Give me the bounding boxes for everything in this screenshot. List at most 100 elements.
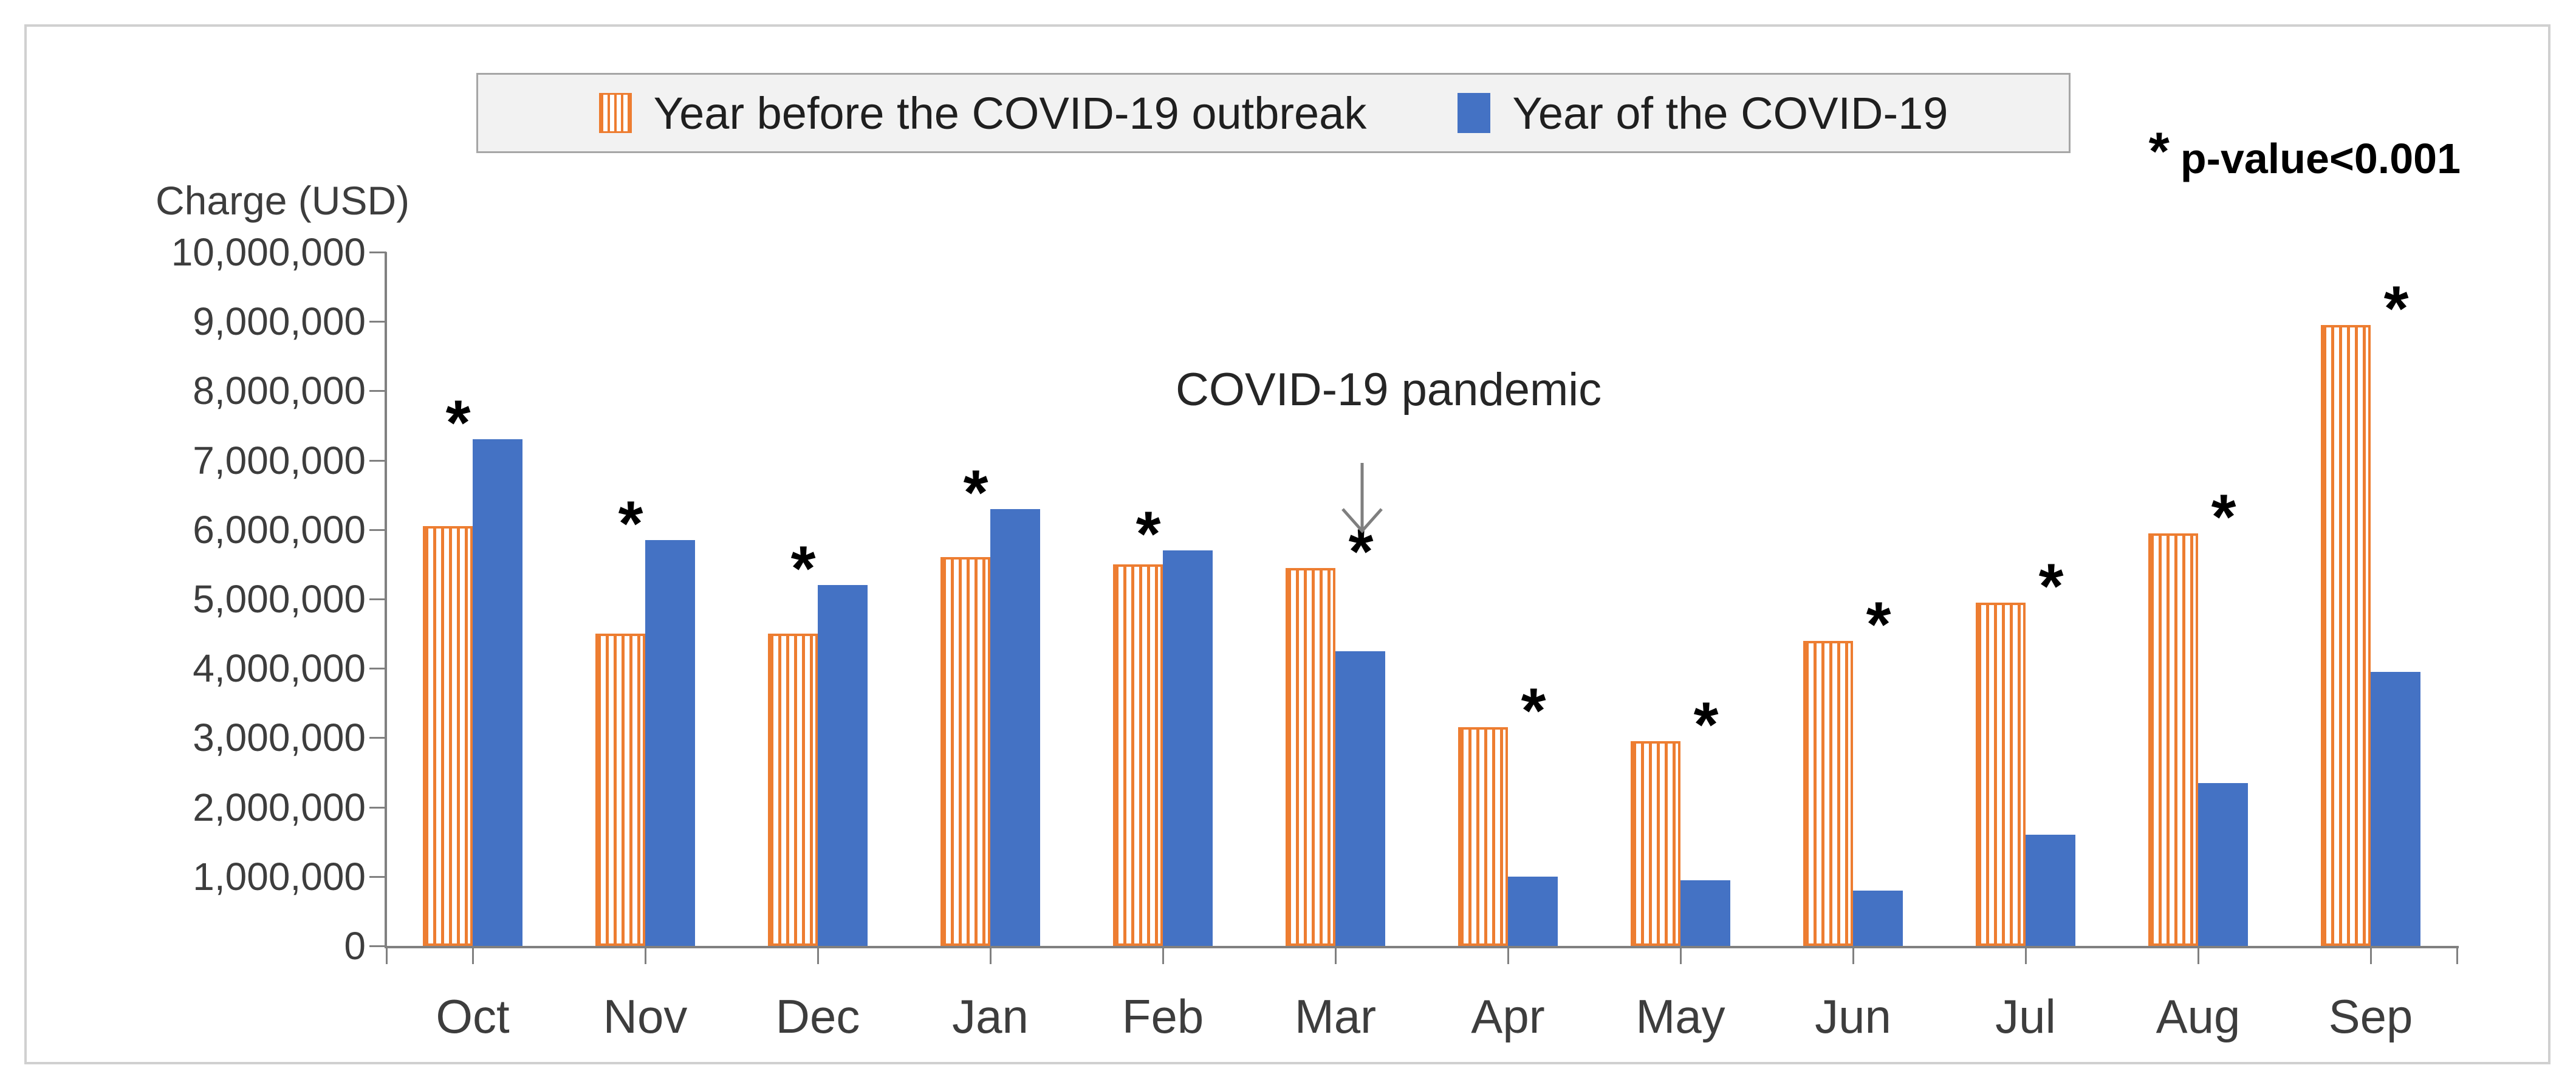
significance-asterisk-dec: *	[790, 533, 816, 604]
y-axis-line	[385, 252, 387, 948]
bar-year-of-covid-jul	[2026, 835, 2075, 946]
bar-year-before-mar	[1286, 568, 1335, 946]
bar-year-before-may	[1631, 741, 1680, 946]
y-tick-7000000	[369, 459, 386, 462]
legend-label-year-before: Year before the COVID-19 outbreak	[653, 87, 1367, 139]
legend-label-year-of-covid: Year of the COVID-19	[1512, 87, 1948, 139]
y-tick-label-1000000: 1,000,000	[193, 854, 366, 898]
significance-asterisk-may: *	[1693, 689, 1719, 761]
x-tick-aug	[2197, 948, 2199, 964]
y-tick-1000000	[369, 875, 386, 878]
bar-year-of-covid-dec	[818, 585, 868, 946]
x-label-may: May	[1636, 990, 1725, 1043]
y-tick-label-5000000: 5,000,000	[193, 577, 366, 621]
bar-year-before-sep	[2321, 325, 2371, 946]
significance-asterisk-apr: *	[1521, 675, 1546, 747]
bar-year-of-covid-apr	[1508, 877, 1558, 946]
solid-blue-swatch-icon	[1458, 93, 1491, 133]
x-tick-sep	[2370, 948, 2372, 964]
x-tick-jan	[990, 948, 992, 964]
x-tick-may	[1680, 948, 1682, 964]
x-label-mar: Mar	[1294, 990, 1377, 1043]
y-tick-4000000	[369, 668, 386, 670]
x-tick-oct	[472, 948, 474, 964]
bar-year-of-covid-sep	[2371, 672, 2420, 946]
legend-item-year-of-covid: Year of the COVID-19	[1458, 87, 1948, 139]
significance-asterisk-sep: *	[2383, 273, 2409, 344]
y-tick-label-7000000: 7,000,000	[193, 438, 366, 482]
bar-year-of-covid-nov	[645, 540, 695, 946]
x-label-jan: Jan	[952, 990, 1029, 1043]
y-tick-label-8000000: 8,000,000	[193, 369, 366, 413]
bar-year-before-jun	[1803, 641, 1853, 946]
y-tick-2000000	[369, 806, 386, 809]
x-label-aug: Aug	[2156, 990, 2241, 1043]
y-tick-label-3000000: 3,000,000	[193, 716, 366, 760]
x-label-apr: Apr	[1471, 990, 1545, 1043]
x-label-jul: Jul	[1995, 990, 2056, 1043]
bar-year-of-covid-feb	[1163, 550, 1213, 946]
y-tick-label-2000000: 2,000,000	[193, 785, 366, 829]
x-axis-line	[385, 946, 2459, 948]
p-value-note: * p-value<0.001	[2149, 120, 2461, 183]
x-tick-dec	[817, 948, 819, 964]
bar-year-before-nov	[595, 634, 645, 946]
y-tick-9000000	[369, 321, 386, 323]
x-tick-nov	[645, 948, 646, 964]
x-tick-feb	[1162, 948, 1164, 964]
bar-year-of-covid-jun	[1853, 891, 1903, 946]
x-label-jun: Jun	[1815, 990, 1891, 1043]
significance-asterisk-aug: *	[2211, 481, 2236, 553]
x-tick-jul	[2025, 948, 2027, 964]
y-tick-label-0: 0	[344, 924, 366, 968]
bar-year-before-jul	[1976, 603, 2026, 946]
y-tick-3000000	[369, 737, 386, 739]
significance-asterisk-nov: *	[618, 488, 643, 560]
x-label-feb: Feb	[1122, 990, 1204, 1043]
y-tick-label-10000000: 10,000,000	[171, 230, 366, 274]
bar-year-before-oct	[423, 526, 473, 946]
bar-year-of-covid-oct	[473, 439, 522, 946]
striped-orange-swatch-icon	[598, 93, 632, 133]
y-tick-label-4000000: 4,000,000	[193, 646, 366, 691]
y-tick-0	[369, 945, 386, 947]
significance-asterisk-jan: *	[963, 457, 988, 529]
p-value-asterisk: *	[2148, 121, 2170, 181]
arrow-down-icon	[1341, 463, 1383, 533]
bar-year-of-covid-may	[1680, 880, 1730, 946]
bar-year-before-aug	[2148, 533, 2198, 946]
y-tick-10000000	[369, 252, 386, 253]
y-axis-title: Charge (USD)	[156, 178, 410, 223]
bar-year-of-covid-mar	[1335, 651, 1385, 946]
chart-legend: Year before the COVID-19 outbreak Year o…	[476, 73, 2071, 153]
x-label-sep: Sep	[2328, 990, 2413, 1043]
bar-year-of-covid-jan	[990, 509, 1040, 946]
significance-asterisk-feb: *	[1136, 498, 1161, 570]
x-tick-apr	[1507, 948, 1509, 964]
bar-year-before-dec	[768, 634, 818, 946]
pandemic-annotation-label: COVID-19 pandemic	[1176, 364, 1602, 416]
y-tick-label-9000000: 9,000,000	[193, 299, 366, 344]
x-tick-jun	[1852, 948, 1854, 964]
y-tick-label-6000000: 6,000,000	[193, 507, 366, 552]
significance-asterisk-oct: *	[445, 387, 471, 459]
x-label-dec: Dec	[775, 990, 860, 1043]
bar-year-before-jan	[940, 557, 990, 946]
bar-year-of-covid-aug	[2198, 783, 2248, 946]
bar-year-before-feb	[1113, 564, 1163, 946]
y-tick-8000000	[369, 390, 386, 392]
x-label-nov: Nov	[603, 990, 688, 1043]
y-tick-5000000	[369, 598, 386, 600]
significance-asterisk-jul: *	[2038, 550, 2064, 622]
y-tick-6000000	[369, 529, 386, 531]
p-value-text: p-value<0.001	[2180, 135, 2461, 182]
legend-item-year-before: Year before the COVID-19 outbreak	[598, 87, 1367, 139]
x-tick-mar	[1335, 948, 1337, 964]
x-axis-end-tick-1	[2456, 948, 2458, 964]
x-label-oct: Oct	[436, 990, 510, 1043]
bar-year-before-apr	[1458, 727, 1508, 946]
x-axis-end-tick-0	[386, 948, 388, 964]
significance-asterisk-jun: *	[1866, 589, 1891, 660]
figure-border	[24, 24, 2550, 1064]
